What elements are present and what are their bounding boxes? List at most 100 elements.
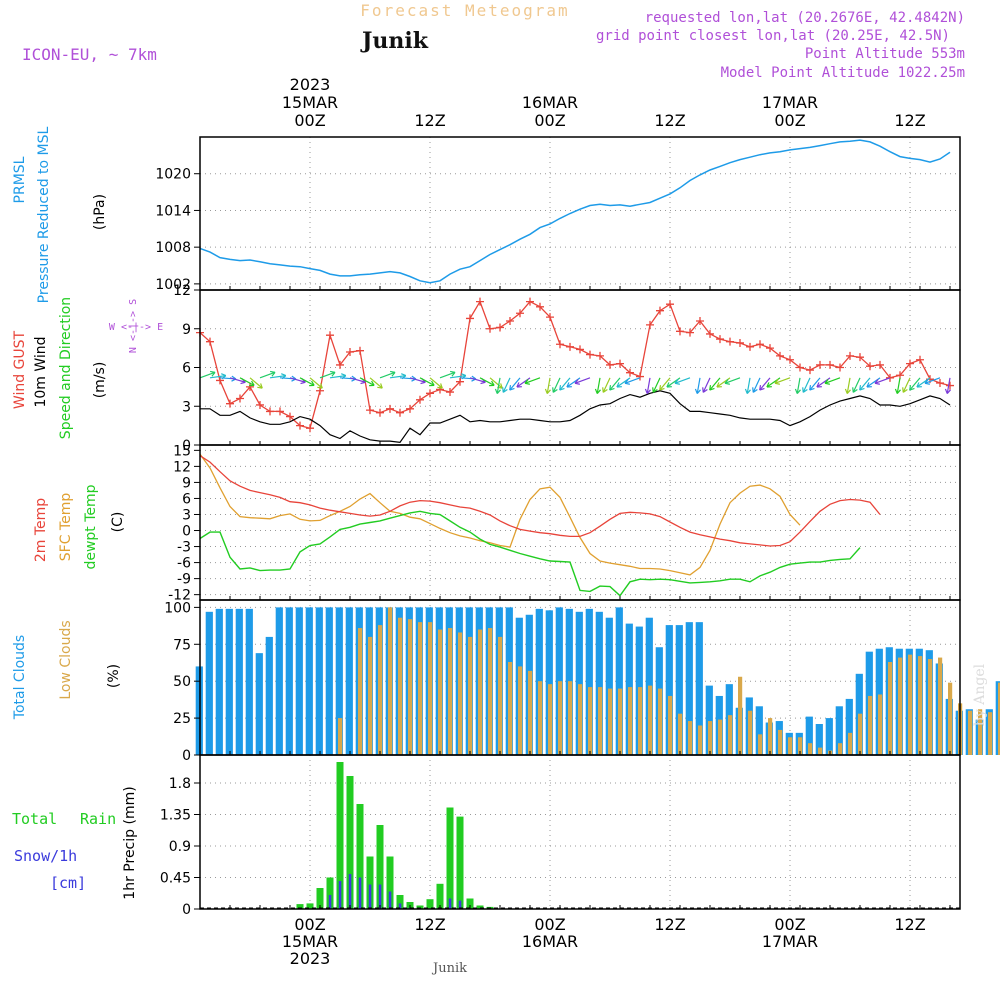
gust-marker [206, 337, 214, 346]
wind-arrow [559, 377, 571, 391]
low-clouds-bar [468, 636, 473, 755]
gust-marker [686, 328, 694, 337]
wind-arrow [746, 377, 751, 394]
wind-arrow [509, 377, 521, 391]
low-clouds-bar [638, 687, 643, 755]
low-clouds-label: Low Clouds [58, 620, 74, 699]
wind-arrow-head [552, 387, 558, 393]
low-clouds-bar [998, 682, 1000, 755]
snow-bar [458, 900, 462, 909]
wind-arrow-head [609, 385, 615, 391]
temp2m-line [199, 455, 881, 547]
total-clouds-bar [345, 607, 353, 755]
total-clouds-bar [335, 607, 343, 755]
gust-line [199, 300, 951, 429]
wind-arrow [646, 377, 651, 394]
gust-marker [586, 350, 594, 359]
total-clouds-bar [235, 608, 243, 755]
y-tick-label: 3 [182, 399, 191, 415]
model-label: ICON-EU, ~ 7km [22, 45, 157, 64]
wind-arrow [369, 377, 383, 389]
wind-arrow-head [709, 385, 715, 391]
wind-arrow-head [502, 387, 508, 393]
wind-arrow-head [437, 383, 443, 389]
low-clouds-bar [708, 721, 713, 755]
wind-arrow-head [544, 388, 551, 394]
total-clouds-bar [305, 607, 313, 755]
gust-marker [326, 331, 334, 340]
gust-marker [416, 395, 424, 404]
rain-bar [346, 776, 354, 909]
x-tick-label-bottom: 16MAR [522, 932, 578, 951]
wind-arrow [846, 377, 851, 394]
wind-arrow-head [894, 388, 901, 394]
wind-arrow [702, 377, 711, 393]
rain-bar [446, 807, 454, 909]
gust-marker [306, 424, 314, 433]
wind-arrow [359, 377, 375, 386]
y-tick-label: 0 [182, 902, 191, 918]
rain-bar [396, 895, 404, 909]
wind-arrow-head [559, 385, 565, 391]
low-clouds-bar [368, 636, 373, 755]
gust-marker [626, 368, 634, 377]
wind-arrow-head [716, 382, 722, 388]
sfc-temp-label: SFC Temp [58, 493, 74, 562]
low-clouds-bar [518, 666, 523, 755]
rain-bar [306, 903, 314, 909]
wind-arrow [809, 377, 821, 391]
wind-arrow-head [377, 383, 383, 389]
gust-marker [616, 359, 624, 368]
low-clouds-bar [448, 628, 453, 755]
y-tick-label: 0 [182, 438, 191, 454]
total-clouds-bar [265, 636, 273, 755]
low-clouds-bar [988, 712, 993, 755]
point-altitude: Point Altitude 553m [805, 46, 965, 62]
wind-arrow [574, 377, 591, 384]
gust-marker [756, 340, 764, 349]
snow-unit: [cm] [50, 874, 86, 892]
wind-arrow [824, 377, 841, 384]
wind-arrow-head [794, 388, 801, 394]
low-clouds-bar [498, 636, 503, 755]
low-clouds-bar [838, 743, 843, 755]
x-tick-label-bottom: 2023 [290, 949, 331, 968]
total-clouds-bar [285, 607, 293, 755]
wind-arrow-head [866, 382, 872, 388]
y-tick-label: 25 [173, 711, 191, 727]
y-tick-label: 6 [182, 361, 191, 377]
total-clouds-bar [255, 653, 263, 755]
wind-arrow [289, 377, 306, 383]
total-clouds-bar [225, 608, 233, 755]
snow-bar [448, 898, 452, 909]
gust-marker [296, 421, 304, 430]
y-tick-label: -3 [177, 540, 191, 556]
panel-frame [199, 754, 961, 910]
y-tick-label: 0.9 [169, 839, 191, 855]
low-clouds-bar [878, 694, 883, 755]
gust-marker [236, 394, 244, 403]
wind-arrow-head [524, 379, 530, 385]
wind-arrow [479, 377, 495, 386]
x-tick-label-bottom: 12Z [654, 915, 685, 934]
wind-arrow [239, 377, 255, 386]
snow-bar [378, 884, 382, 909]
gust-marker [856, 353, 864, 362]
y-tick-label: 1008 [155, 240, 191, 256]
gust-marker [826, 360, 834, 369]
gust-marker [766, 344, 774, 353]
gust-marker [526, 297, 534, 306]
total-clouds-bar [685, 622, 693, 755]
gust-marker [536, 302, 544, 311]
low-clouds-bar [818, 747, 823, 755]
low-clouds-bar [748, 710, 753, 755]
gust-marker [376, 408, 384, 417]
gust-marker [426, 389, 434, 398]
wind-arrow-head [874, 379, 880, 385]
y-tick-label: -6 [177, 556, 191, 572]
wind-arrow-head [429, 380, 435, 387]
y-tick-label: 1020 [155, 167, 191, 183]
gust-marker [906, 359, 914, 368]
low-clouds-bar [338, 718, 343, 755]
wind-arrow [329, 375, 346, 379]
